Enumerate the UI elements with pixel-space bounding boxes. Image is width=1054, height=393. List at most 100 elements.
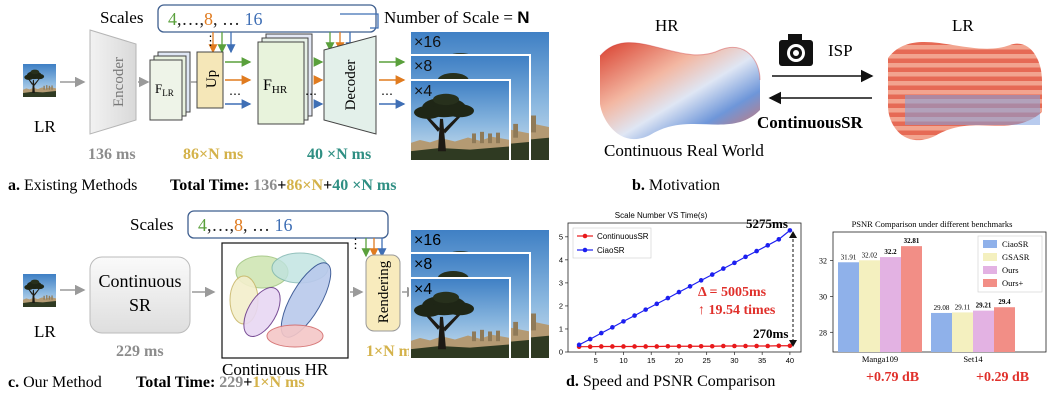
x-tick-label: 25 (703, 356, 711, 365)
data-point-continuoussr (699, 344, 704, 349)
data-point-ciaosr (677, 290, 682, 295)
y-tick-label: 5 (559, 232, 563, 241)
x-tick-label: 15 (647, 356, 655, 365)
legend-ciaosr-bar: CiaoSR (1002, 239, 1029, 249)
data-point-ciaosr (765, 243, 770, 248)
panel-c-our-method: Scales 4,…,8, … 16 ⋮ LR Continuous SR 22… (8, 211, 550, 391)
output-x4-label-c: ×4 (414, 281, 432, 298)
legend-continuoussr: ContinuousSR (597, 232, 649, 241)
lr-label-c: LR (34, 322, 56, 341)
caption-d: d. Speed and PSNR Comparison (566, 373, 775, 390)
data-point-ciaosr (710, 272, 715, 277)
bar-value-label: 32.81 (904, 237, 920, 245)
data-point-ciaosr (699, 278, 704, 283)
scales-list-c: 4,…,8, … 16 (198, 215, 293, 235)
svg-text:⋯: ⋯ (381, 87, 393, 101)
lr-input-thumbnail-a (23, 64, 56, 97)
category-label: Manga109 (862, 354, 898, 364)
camera-icon (779, 34, 813, 66)
y-tick-label: 2 (559, 301, 563, 310)
time-continuous-sr: 229 ms (116, 343, 164, 360)
panel-a-existing-methods: Scales 4,…,8, … 16 Number of Scale = N ⋮… (8, 5, 550, 194)
data-point-ciaosr (732, 261, 737, 266)
data-point-continuoussr (743, 344, 748, 349)
scales-label: Scales (100, 8, 143, 27)
scales-list: 4,…,8, … 16 (168, 9, 263, 29)
scale-arrows-c (366, 238, 382, 256)
speed-legend: ContinuousSR CiaoSR (573, 228, 651, 258)
output-x4-label: ×4 (414, 83, 432, 100)
isp-label: ISP (828, 41, 853, 60)
bar-value-label: 32.02 (862, 251, 878, 259)
output-x8-label: ×8 (414, 58, 432, 75)
continuous-sr-label: ContinuousSR (757, 113, 864, 132)
data-point-continuoussr (710, 344, 715, 349)
data-point-ciaosr (577, 343, 582, 348)
data-point-continuoussr (777, 343, 782, 348)
y-tick-label: 28 (819, 328, 827, 337)
data-point-ciaosr (621, 319, 626, 324)
y-tick-label: 32 (819, 257, 827, 266)
bar-value-label: 29.08 (934, 304, 950, 312)
data-point-ciaosr (754, 249, 759, 254)
data-point-continuoussr (732, 344, 737, 349)
data-point-ciaosr (654, 302, 659, 307)
continuous-sr-line2: SR (129, 295, 151, 315)
psnr-bar-chart: PSNR Comparison under different benchmar… (819, 219, 1046, 385)
data-point-ciaosr (588, 337, 593, 342)
number-of-scale-label: Number of Scale = N (384, 8, 530, 27)
data-point-continuoussr (677, 344, 682, 349)
data-point-ciaosr (688, 284, 693, 289)
y-tick-label: 1 (559, 324, 563, 333)
hr-surface (600, 43, 760, 140)
lr-surface (888, 42, 1042, 140)
decoder-label: Decoder (343, 60, 359, 111)
data-point-continuoussr (632, 344, 637, 349)
bar-ciaosr-set14 (931, 313, 952, 352)
data-point-ciaosr (721, 266, 726, 271)
time-up: 86×N ms (183, 146, 243, 163)
data-point-continuoussr (765, 344, 770, 349)
x-tick-label: 10 (619, 356, 627, 365)
bar-oursplus-set14 (994, 307, 1015, 352)
data-point-ciaosr (610, 325, 615, 330)
output-x16-label: ×16 (414, 34, 441, 51)
annotation-270ms: 270ms (753, 326, 788, 341)
time-encoder: 136 ms (88, 146, 136, 163)
data-point-continuoussr (643, 344, 648, 349)
data-point-continuoussr (754, 344, 759, 349)
data-point-ciaosr (788, 228, 793, 233)
bar-value-label: 29.21 (976, 302, 992, 310)
times-label: ↑ 19.54 times (698, 303, 776, 318)
bar-ciaosr-manga109 (838, 262, 859, 352)
svg-text:⋮: ⋮ (349, 236, 362, 251)
bar-value-label: 29.11 (955, 303, 971, 311)
bar-oursplus-manga109 (901, 246, 922, 352)
data-point-continuoussr (688, 344, 693, 349)
encoder-label: Encoder (111, 57, 127, 107)
data-point-ciaosr (777, 237, 782, 242)
bar-gsasr-set14 (952, 312, 973, 352)
caption-b: b. Motivation (632, 177, 720, 194)
x-tick-label: 35 (758, 356, 766, 365)
bar-gsasr-manga109 (859, 260, 880, 352)
total-time-c: Total Time: 229+1×N ms (136, 374, 305, 391)
lr-input-thumbnail-c (23, 274, 56, 307)
psnr-chart-title: PSNR Comparison under different benchmar… (852, 219, 1013, 229)
vertical-dots: ⋮ (204, 33, 217, 48)
data-point-ciaosr (632, 313, 637, 318)
speed-line-chart: Scale Number VS Time(s) 5 10 15 20 25 30 35 400… (559, 211, 801, 365)
y-tick-label: 4 (559, 255, 563, 264)
lr-label-b: LR (952, 16, 974, 35)
y-tick-label: 30 (819, 292, 827, 301)
delta-label: Δ = 5005ms (698, 285, 767, 300)
bar-ours-manga109 (880, 257, 901, 352)
gain-set14: +0.29 dB (976, 370, 1029, 385)
hr-label-b: HR (655, 16, 679, 35)
data-point-continuoussr (610, 344, 615, 349)
data-point-continuoussr (588, 344, 593, 349)
bar-value-label: 29.4 (998, 298, 1011, 306)
continuous-real-world-label: Continuous Real World (604, 141, 764, 160)
continuous-sr-line1: Continuous (98, 271, 181, 291)
gain-manga109: +0.79 dB (866, 370, 919, 385)
